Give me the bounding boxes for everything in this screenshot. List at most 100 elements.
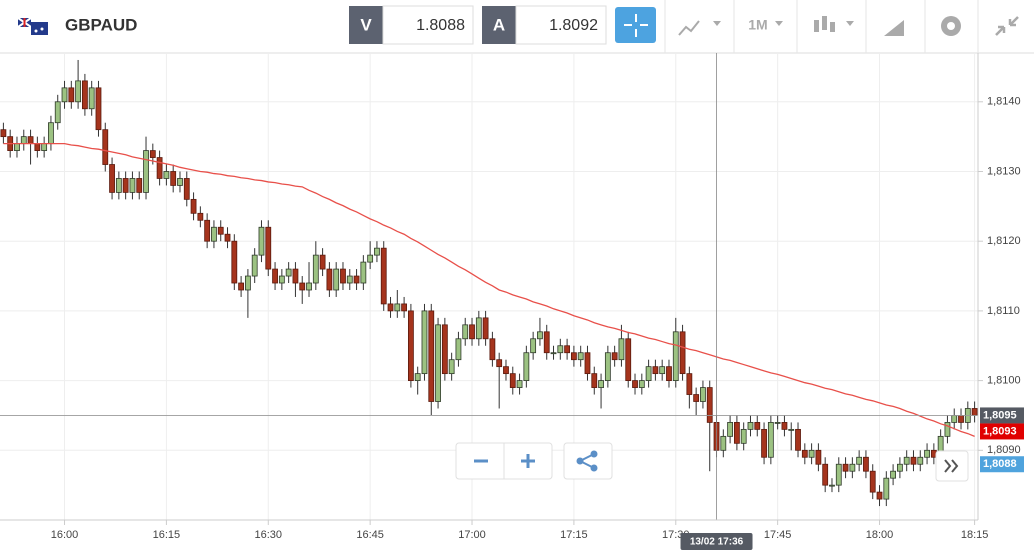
price-tag-label: 1,8088	[983, 458, 1017, 470]
x-tick-label: 17:00	[458, 529, 486, 541]
share-button[interactable]	[576, 450, 598, 472]
candle-body	[733, 422, 740, 444]
bid-label: V	[360, 15, 372, 34]
scroll-end-button[interactable]	[944, 459, 959, 473]
chart-type-button[interactable]	[814, 16, 854, 32]
candle-body	[570, 352, 577, 361]
candle-body	[265, 226, 272, 270]
candle-body	[890, 470, 897, 479]
bid-tag	[349, 6, 383, 44]
candle-body	[455, 338, 462, 361]
candle-body	[700, 387, 706, 402]
candle-body	[774, 422, 781, 424]
scroll-box	[935, 450, 969, 482]
draw-button[interactable]	[884, 20, 904, 36]
candle-body	[747, 422, 754, 430]
candle-body	[333, 268, 340, 291]
crosshair-label: 13/02 17:36	[690, 537, 744, 548]
candle-body	[278, 275, 285, 284]
candle-body	[638, 380, 645, 388]
timeframe[interactable]: 1M	[748, 17, 767, 33]
candle-body	[285, 268, 292, 277]
candle-body	[971, 408, 978, 416]
collapse-button[interactable]	[995, 16, 1019, 36]
bid-price: 1.8088	[416, 17, 465, 34]
candle-body	[88, 87, 95, 110]
candle-body	[537, 331, 543, 340]
candle-body	[61, 87, 68, 103]
y-tick-label: 1,8100	[987, 375, 1021, 387]
candle-body	[435, 324, 441, 402]
candle-body	[353, 275, 360, 284]
candle-body	[217, 226, 224, 235]
candle-body	[238, 282, 245, 291]
candle-body	[319, 254, 326, 270]
candle-body	[367, 254, 374, 263]
candle-body	[618, 338, 625, 361]
y-tick-label: 1,8120	[987, 235, 1021, 247]
candle-body	[910, 456, 917, 465]
candle-body	[149, 150, 156, 158]
candle-body	[401, 303, 408, 312]
bid-box[interactable]	[382, 5, 474, 45]
candle-body	[645, 366, 652, 381]
candle-body	[0, 129, 7, 138]
candle-body	[421, 310, 428, 375]
crosshair-button[interactable]	[615, 7, 656, 43]
candle-body	[903, 456, 910, 465]
ask-box[interactable]	[515, 5, 607, 45]
candle-body	[740, 428, 747, 444]
candle-body	[170, 171, 177, 186]
candle-body	[822, 463, 829, 486]
candle-body	[564, 345, 571, 354]
candle-body	[482, 317, 489, 340]
price-tag-label: 1,8093	[983, 425, 1017, 437]
candle-body	[503, 366, 509, 375]
candle-body	[136, 178, 143, 193]
candle-body	[530, 338, 537, 354]
candle-body	[550, 352, 557, 355]
zoom-in[interactable]	[521, 454, 535, 468]
candle-body	[666, 366, 672, 381]
candle-body	[258, 226, 265, 256]
candle-body	[448, 359, 455, 375]
candle-body	[346, 275, 353, 284]
candle-body	[41, 143, 48, 151]
candle-body	[190, 198, 197, 214]
x-tick-label: 17:45	[764, 529, 792, 541]
candle-body	[856, 456, 863, 465]
x-tick-label: 16:30	[255, 529, 283, 541]
candle-body	[81, 80, 88, 110]
share-box	[563, 442, 613, 480]
price-tag	[980, 456, 1024, 473]
candle-body	[883, 477, 890, 500]
candle-body	[924, 449, 930, 458]
candle-body	[693, 394, 700, 402]
candle-body	[767, 422, 774, 458]
candle-body	[869, 470, 876, 493]
candle-body	[917, 456, 924, 465]
candle-body	[611, 352, 618, 361]
candle-body	[428, 310, 435, 402]
candle-body	[380, 247, 387, 305]
price-tag-label: 1,8095	[983, 409, 1017, 421]
candle-body	[808, 449, 815, 458]
candle-body	[360, 261, 367, 284]
candle-body	[407, 310, 414, 381]
candle-body	[244, 275, 251, 291]
candle-body	[122, 178, 129, 193]
candle-body	[54, 101, 61, 124]
y-tick-label: 1,8110	[987, 305, 1020, 317]
settings-button[interactable]	[941, 16, 961, 36]
timeframe-caret	[775, 21, 783, 26]
candle-body	[20, 136, 27, 145]
candle-body	[272, 268, 278, 284]
x-tick-label: 18:15	[961, 529, 989, 541]
candle-body	[197, 212, 204, 221]
indicators-button[interactable]	[678, 20, 721, 36]
flag	[17, 17, 48, 35]
x-tick-label: 17:15	[560, 529, 588, 541]
candle-body	[496, 359, 503, 368]
